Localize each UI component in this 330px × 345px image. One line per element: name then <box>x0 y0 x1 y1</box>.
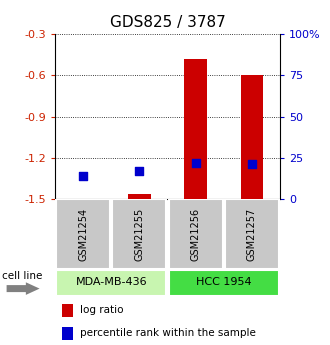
Bar <box>56 270 166 296</box>
Text: GSM21254: GSM21254 <box>78 207 88 260</box>
Bar <box>169 270 279 296</box>
Bar <box>56 199 110 269</box>
Point <box>81 173 86 179</box>
Bar <box>62 327 73 340</box>
Bar <box>113 199 166 269</box>
Bar <box>225 199 279 269</box>
FancyArrow shape <box>7 282 40 295</box>
Bar <box>169 199 223 269</box>
Text: HCC 1954: HCC 1954 <box>196 277 251 287</box>
Text: log ratio: log ratio <box>80 305 123 315</box>
Text: percentile rank within the sample: percentile rank within the sample <box>80 328 256 338</box>
Point <box>249 161 254 167</box>
Point <box>193 160 198 166</box>
Text: MDA-MB-436: MDA-MB-436 <box>76 277 147 287</box>
Bar <box>62 304 73 317</box>
Point <box>137 168 142 174</box>
Text: cell line: cell line <box>2 271 43 281</box>
Text: GSM21257: GSM21257 <box>247 207 257 260</box>
Bar <box>128 194 150 199</box>
Title: GDS825 / 3787: GDS825 / 3787 <box>110 15 225 30</box>
Text: GSM21255: GSM21255 <box>134 207 144 260</box>
Bar <box>184 59 207 199</box>
Text: GSM21256: GSM21256 <box>191 207 201 260</box>
Bar <box>241 75 263 199</box>
